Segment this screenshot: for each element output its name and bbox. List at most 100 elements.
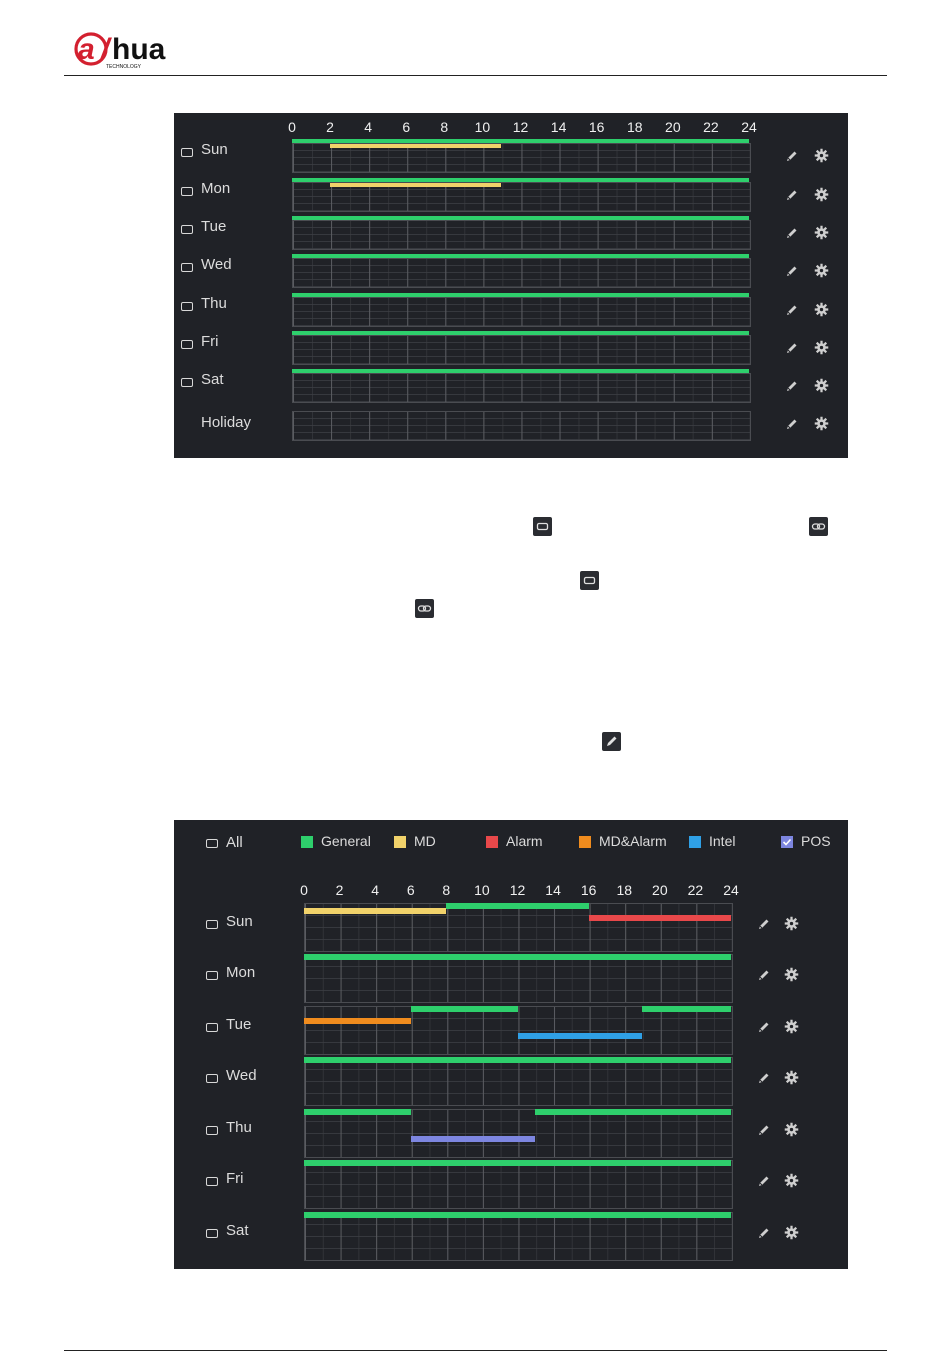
timeline-grid[interactable] [292,220,751,250]
gear-icon[interactable] [784,1173,799,1193]
schedule-bar-general [292,139,749,143]
hour-label: 12 [512,119,529,135]
legend-swatch-alarm[interactable] [486,836,498,848]
legend-swatch-pos[interactable] [781,836,793,848]
footer-rule [64,1350,887,1351]
hour-label: 8 [440,119,449,135]
legend-swatch-general[interactable] [301,836,313,848]
pencil-icon[interactable] [757,917,771,936]
pencil-icon[interactable] [785,417,799,436]
all-label: All [226,834,243,851]
schedule-bar-intel [517,1033,643,1039]
schedule-bar-general [446,903,589,909]
pencil-icon [602,732,621,751]
schedule-bar-general [292,331,749,335]
pencil-icon[interactable] [785,188,799,207]
day-checkbox[interactable] [206,1229,218,1238]
legend-swatch-md_alarm[interactable] [579,836,591,848]
day-checkbox[interactable] [181,148,193,157]
timeline-grid[interactable] [292,373,751,403]
day-checkbox[interactable] [206,1126,218,1135]
day-checkbox[interactable] [206,1177,218,1186]
hour-label: 0 [288,119,296,135]
day-checkbox[interactable] [181,302,193,311]
hour-label: 20 [665,119,681,135]
hour-label: 2 [326,119,334,135]
hour-label: 14 [550,119,567,135]
pencil-icon[interactable] [757,1020,771,1039]
gear-icon[interactable] [814,225,829,245]
day-label: Sun [201,141,228,158]
schedule-bar-general [304,1212,731,1218]
pencil-icon[interactable] [757,1226,771,1245]
schedule-bar-general [304,954,731,960]
gear-icon[interactable] [814,263,829,283]
timeline-grid[interactable] [292,258,751,288]
svg-text:TECHNOLOGY: TECHNOLOGY [106,64,142,70]
legend-label-intel: Intel [709,833,736,849]
timeline-grid[interactable] [292,143,751,173]
timeline-grid[interactable] [292,297,751,327]
hour-label: 24 [723,882,739,898]
day-checkbox[interactable] [181,263,193,272]
pencil-icon[interactable] [785,226,799,245]
pencil-icon[interactable] [785,264,799,283]
link-icon [415,599,434,618]
day-checkbox[interactable] [181,378,193,387]
day-checkbox[interactable] [206,971,218,980]
day-checkbox[interactable] [206,920,218,929]
gear-icon[interactable] [814,416,829,436]
gear-icon[interactable] [784,1225,799,1245]
gear-icon[interactable] [814,148,829,168]
timeline-grid[interactable] [304,1006,733,1055]
schedule-bar-general [304,1057,731,1063]
pencil-icon[interactable] [757,968,771,987]
dahua-logo: a / hua TECHNOLOGY [74,32,166,70]
pencil-icon[interactable] [785,149,799,168]
pencil-icon[interactable] [785,341,799,360]
day-checkbox[interactable] [206,1074,218,1083]
schedule-bar-general [292,216,749,220]
gear-icon[interactable] [784,967,799,987]
legend-swatch-md[interactable] [394,836,406,848]
gear-icon[interactable] [784,1019,799,1039]
pencil-icon[interactable] [757,1123,771,1142]
timeline-grid[interactable] [304,1109,733,1158]
hour-label: 16 [580,882,597,898]
schedule-bar-md [330,183,502,187]
gear-icon[interactable] [784,1070,799,1090]
day-checkbox[interactable] [181,340,193,349]
timeline-grid[interactable] [292,182,751,212]
day-label: Mon [226,964,256,981]
gear-icon[interactable] [814,340,829,360]
pencil-icon[interactable] [785,303,799,322]
gear-icon[interactable] [814,302,829,322]
pencil-icon[interactable] [757,1174,771,1193]
timeline-grid[interactable] [304,1212,733,1261]
day-checkbox[interactable] [181,225,193,234]
day-checkbox[interactable] [181,187,193,196]
hour-label: 22 [703,119,719,135]
legend-label-general: General [321,833,371,849]
timeline-grid[interactable] [304,1160,733,1209]
pencil-icon[interactable] [757,1071,771,1090]
gear-icon[interactable] [784,916,799,936]
timeline-grid[interactable] [304,954,733,1003]
pencil-icon[interactable] [785,379,799,398]
hour-label: 22 [687,882,704,898]
legend-swatch-intel[interactable] [689,836,701,848]
day-label: Fri [226,1170,244,1187]
schedule-bar-general [292,254,749,258]
day-checkbox[interactable] [206,1023,218,1032]
timeline-grid[interactable] [304,1057,733,1106]
all-checkbox[interactable] [206,839,218,848]
svg-text:hua: hua [112,33,166,66]
timeline-grid[interactable] [292,335,751,365]
gear-icon[interactable] [814,187,829,207]
record-schedule-panel: 0 2 4 6 8 10 12 14 16 18 20 22 24 Sun Mon Tue Wed Thu Fri S… [174,113,848,458]
schedule-bar-general [292,369,749,373]
timeline-grid[interactable] [292,411,751,441]
gear-icon[interactable] [814,378,829,398]
unlink-icon [533,517,552,536]
gear-icon[interactable] [784,1122,799,1142]
